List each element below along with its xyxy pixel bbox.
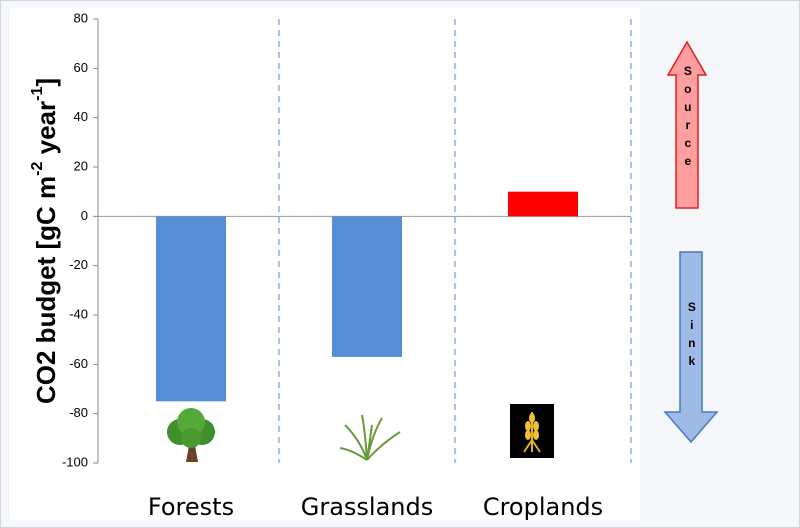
y-tick-label: 80 <box>74 10 88 25</box>
y-axis-label: CO2 budget [gC m-2 year-1] <box>29 78 61 404</box>
y-tick-label: -40 <box>69 306 88 321</box>
sink-arrow <box>663 251 719 444</box>
x-tick-label: Grasslands <box>301 493 434 521</box>
wheat-icon <box>510 404 554 458</box>
grass-icon <box>339 414 401 461</box>
x-tick-label: Forests <box>148 493 234 521</box>
y-label-part: ] <box>31 78 61 87</box>
y-tick-label: -100 <box>62 454 88 469</box>
tree-icon <box>167 408 215 462</box>
sink-label: Sink <box>685 300 699 372</box>
y-tick-label: 60 <box>74 60 88 75</box>
x-tick-label: Croplands <box>483 493 603 521</box>
y-tick-label: -60 <box>69 356 88 371</box>
bar <box>156 216 226 402</box>
y-label-part: CO2 budget [gC m <box>31 176 61 404</box>
y-label-part: year <box>31 101 61 162</box>
y-label-sup: -1 <box>29 87 46 101</box>
y-tick-label: 40 <box>74 109 88 124</box>
bar <box>508 191 578 217</box>
y-tick-label: -20 <box>69 257 88 272</box>
y-label-sup: -2 <box>29 162 46 176</box>
y-tick-label: 20 <box>74 158 88 173</box>
bar <box>332 216 402 357</box>
source-label: Source <box>681 64 695 172</box>
y-tick-label: -80 <box>69 405 88 420</box>
source-arrow <box>666 40 708 209</box>
y-tick-label: 0 <box>81 208 88 223</box>
